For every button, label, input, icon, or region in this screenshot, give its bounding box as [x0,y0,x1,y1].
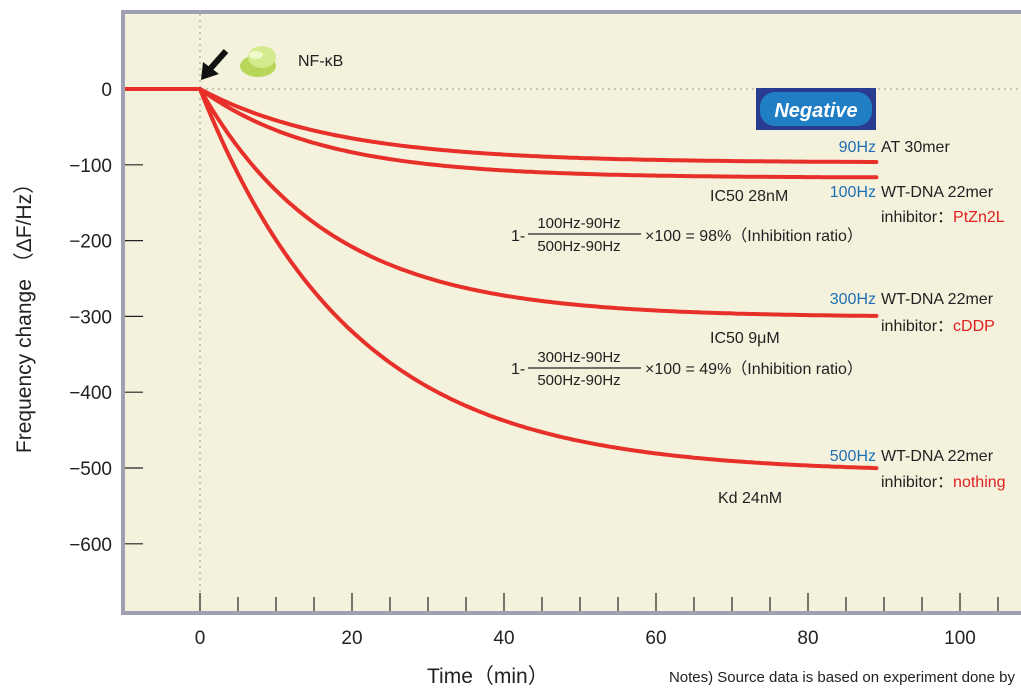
y-axis-ticks: 0 −100 −200 −300 −400 −500 −600 [69,80,143,556]
y-tick-label: −200 [69,232,112,253]
inhibitor-label-100: inhibitor：PtZn2L [881,209,1005,226]
inhibitor-value-500: nothing [953,474,1006,491]
series-line-2 [198,87,879,318]
x-tick-label: 40 [493,628,514,649]
sample-label-500: WT-DNA 22mer [881,448,994,465]
curves [125,87,879,471]
svg-text:×100 = 98%（Inhibition ratio）: ×100 = 98%（Inhibition ratio） [645,227,863,245]
sample-label-300: WT-DNA 22mer [881,291,994,308]
x-axis-ticks: 0 20 40 60 80 100 [195,593,999,649]
x-axis-title: Time（min） [427,665,549,688]
svg-text:500Hz-90Hz: 500Hz-90Hz [537,238,620,255]
y-tick-label: −300 [69,307,112,328]
y-tick-label: −500 [69,459,112,480]
x-tick-label: 100 [944,628,976,649]
nf-kb-label: NF-κB [298,53,343,70]
inhibitor-label-300: inhibitor：cDDP [881,318,995,335]
ic50-label-b: IC50 9μM [710,330,780,347]
negative-badge: Negative [756,88,876,130]
inhibitor-label-500: inhibitor：nothing [881,474,1006,491]
svg-text:×100 = 49%（Inhibition ratio）: ×100 = 49%（Inhibition ratio） [645,360,863,378]
x-tick-label: 60 [645,628,666,649]
y-axis-title: Frequency change （ΔF/Hz） [13,173,36,453]
svg-text:1-: 1- [511,361,525,378]
x-tick-label: 20 [341,628,362,649]
x-tick-label: 0 [195,628,206,649]
ic50-label-a: IC50 28nM [710,188,788,205]
svg-text:100Hz-90Hz: 100Hz-90Hz [537,215,620,232]
freq-label-300: 300Hz [830,291,876,308]
sample-label-100: WT-DNA 22mer [881,184,994,201]
arrow-icon [201,49,229,80]
plot-area [125,14,1021,611]
kd-label: Kd 24nM [718,490,782,507]
freq-label-90: 90Hz [839,139,876,156]
svg-text:1-: 1- [511,228,525,245]
y-tick-label: −100 [69,156,112,177]
svg-text:500Hz-90Hz: 500Hz-90Hz [537,372,620,389]
y-tick-label: −600 [69,535,112,556]
nf-kb-molecule-icon [240,46,276,77]
freq-label-100: 100Hz [830,184,876,201]
y-tick-label: 0 [101,80,112,101]
inhibitor-value-100: PtZn2L [953,209,1005,226]
svg-text:300Hz-90Hz: 300Hz-90Hz [537,349,620,366]
series-line-3 [198,87,879,471]
y-tick-label: −400 [69,383,112,404]
sample-label-90: AT 30mer [881,139,950,156]
svg-text:Negative: Negative [774,100,857,122]
freq-label-500: 500Hz [830,448,876,465]
source-note: Notes) Source data is based on experimen… [669,669,1016,686]
series-line-0 [198,87,879,164]
x-tick-label: 80 [797,628,818,649]
inhibitor-value-300: cDDP [953,318,995,335]
formula-b: 1- 300Hz-90Hz 500Hz-90Hz ×100 = 49%（Inhi… [511,349,863,389]
formula-a: 1- 100Hz-90Hz 500Hz-90Hz ×100 = 98%（Inhi… [511,215,863,255]
series-line-1 [198,87,879,180]
